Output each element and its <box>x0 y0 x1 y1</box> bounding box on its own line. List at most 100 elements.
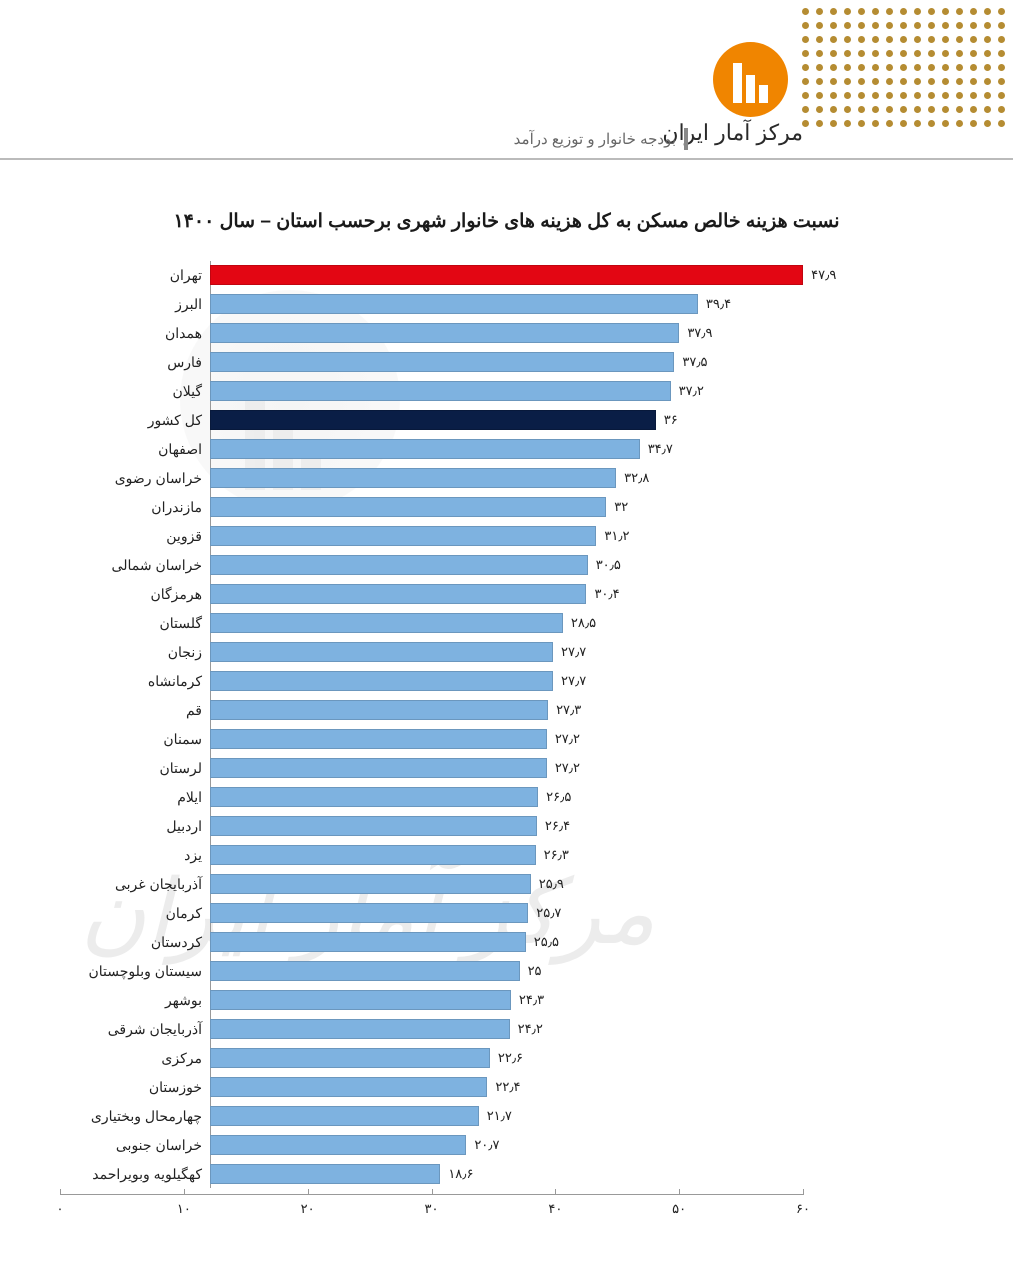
bar-track: ۳۴٫۷ <box>210 439 953 459</box>
bar <box>210 961 520 981</box>
bar <box>210 845 536 865</box>
bar <box>210 439 640 459</box>
bar-track: ۲۸٫۵ <box>210 613 953 633</box>
bar <box>210 265 803 285</box>
bar <box>210 903 528 923</box>
value-label: ۲۸٫۵ <box>565 613 596 633</box>
value-label: ۲۷٫۳ <box>550 700 581 720</box>
category-label: زنجان <box>60 644 210 661</box>
category-label: مازندران <box>60 499 210 516</box>
bar <box>210 1164 440 1184</box>
bar-track: ۲۱٫۷ <box>210 1106 953 1126</box>
chart-row: خوزستان۲۲٫۴ <box>60 1073 953 1101</box>
x-axis: ۰۱۰۲۰۳۰۴۰۵۰۶۰ <box>60 1194 953 1224</box>
bar-track: ۳۱٫۲ <box>210 526 953 546</box>
bar-chart: تهران۴۷٫۹البرز۳۹٫۴همدان۳۷٫۹فارس۳۷٫۵گیلان… <box>60 261 953 1188</box>
bar-track: ۳۷٫۹ <box>210 323 953 343</box>
bar-track: ۲۶٫۴ <box>210 816 953 836</box>
org-logo-icon <box>713 42 788 117</box>
chart-row: آذربایجان غربی۲۵٫۹ <box>60 870 953 898</box>
bar-track: ۲۷٫۳ <box>210 700 953 720</box>
category-label: کهگیلویه وبویراحمد <box>60 1166 210 1183</box>
bar <box>210 1077 487 1097</box>
axis-tick-label: ۵۰ <box>672 1201 686 1217</box>
bar <box>210 1106 479 1126</box>
value-label: ۲۷٫۲ <box>549 729 580 749</box>
value-label: ۳۶ <box>658 410 678 430</box>
category-label: هرمزگان <box>60 586 210 603</box>
value-label: ۲۰٫۷ <box>468 1135 499 1155</box>
value-label: ۲۵ <box>522 961 542 981</box>
category-label: کردستان <box>60 934 210 951</box>
page-header: مرکز آمار ایران بودجه خانوار و توزیع درآ… <box>0 0 1013 160</box>
category-label: سمنان <box>60 731 210 748</box>
chart-row: گیلان۳۷٫۲ <box>60 377 953 405</box>
bar-track: ۲۵ <box>210 961 953 981</box>
value-label: ۲۲٫۶ <box>492 1048 523 1068</box>
chart-row: کل کشور ۳۶ <box>60 406 953 434</box>
section-breadcrumb: بودجه خانوار و توزیع درآمد <box>514 128 688 150</box>
bar <box>210 990 511 1010</box>
bar-track: ۲۷٫۷ <box>210 642 953 662</box>
chart-row: کهگیلویه وبویراحمد ۱۸٫۶ <box>60 1160 953 1188</box>
category-label: کرمان <box>60 905 210 922</box>
value-label: ۲۶٫۵ <box>540 787 571 807</box>
chart-row: سمنان ۲۷٫۲ <box>60 725 953 753</box>
value-label: ۲۷٫۲ <box>549 758 580 778</box>
chart-row: گلستان ۲۸٫۵ <box>60 609 953 637</box>
bar <box>210 1048 490 1068</box>
decorative-dot-grid <box>801 8 1005 128</box>
bar-track: ۱۸٫۶ <box>210 1164 953 1184</box>
chart-row: خراسان رضوی۳۲٫۸ <box>60 464 953 492</box>
value-label: ۲۵٫۵ <box>528 932 559 952</box>
chart-row: کرمان۲۵٫۷ <box>60 899 953 927</box>
value-label: ۳۴٫۷ <box>642 439 673 459</box>
bar-track: ۲۲٫۴ <box>210 1077 953 1097</box>
chart-row: چهارمحال وبختیاری۲۱٫۷ <box>60 1102 953 1130</box>
bar-track: ۲۶٫۳ <box>210 845 953 865</box>
category-label: سیستان وبلوچستان <box>60 963 210 980</box>
bar-track: ۲۷٫۲ <box>210 729 953 749</box>
axis-tick-label: ۱۰ <box>177 1201 191 1217</box>
value-label: ۲۵٫۹ <box>533 874 564 894</box>
category-label: گلستان <box>60 615 210 632</box>
bar-track: ۳۷٫۵ <box>210 352 953 372</box>
chart-row: قم۲۷٫۳ <box>60 696 953 724</box>
value-label: ۲۲٫۴ <box>489 1077 520 1097</box>
bar <box>210 410 656 430</box>
chart-row: خراسان جنوبی ۲۰٫۷ <box>60 1131 953 1159</box>
axis-tick-label: ۲۰ <box>301 1201 315 1217</box>
value-label: ۳۷٫۵ <box>676 352 707 372</box>
bar <box>210 294 698 314</box>
bar <box>210 874 531 894</box>
category-label: همدان <box>60 325 210 342</box>
bar <box>210 468 616 488</box>
category-label: کل کشور <box>60 412 210 429</box>
chart-row: مرکزی۲۲٫۶ <box>60 1044 953 1072</box>
bar-track: ۳۰٫۵ <box>210 555 953 575</box>
bar <box>210 555 588 575</box>
value-label: ۱۸٫۶ <box>442 1164 473 1184</box>
section-label: بودجه خانوار و توزیع درآمد <box>514 130 676 148</box>
chart-row: البرز۳۹٫۴ <box>60 290 953 318</box>
bar <box>210 700 548 720</box>
bar <box>210 352 674 372</box>
bar <box>210 1019 510 1039</box>
chart-row: همدان۳۷٫۹ <box>60 319 953 347</box>
bar-track: ۳۲ <box>210 497 953 517</box>
chart-row: خراسان شمالی۳۰٫۵ <box>60 551 953 579</box>
value-label: ۲۴٫۳ <box>513 990 544 1010</box>
value-label: ۳۰٫۴ <box>588 584 619 604</box>
category-label: یزد <box>60 847 210 864</box>
category-label: خراسان جنوبی <box>60 1137 210 1154</box>
category-label: اصفهان <box>60 441 210 458</box>
bar-track: ۲۴٫۲ <box>210 1019 953 1039</box>
category-label: خراسان شمالی <box>60 557 210 574</box>
bar <box>210 816 537 836</box>
value-label: ۴۷٫۹ <box>805 265 836 285</box>
bar-track: ۲۷٫۲ <box>210 758 953 778</box>
bar <box>210 1135 466 1155</box>
category-label: آذربایجان شرقی <box>60 1021 210 1038</box>
value-label: ۲۶٫۳ <box>538 845 569 865</box>
bar <box>210 729 547 749</box>
